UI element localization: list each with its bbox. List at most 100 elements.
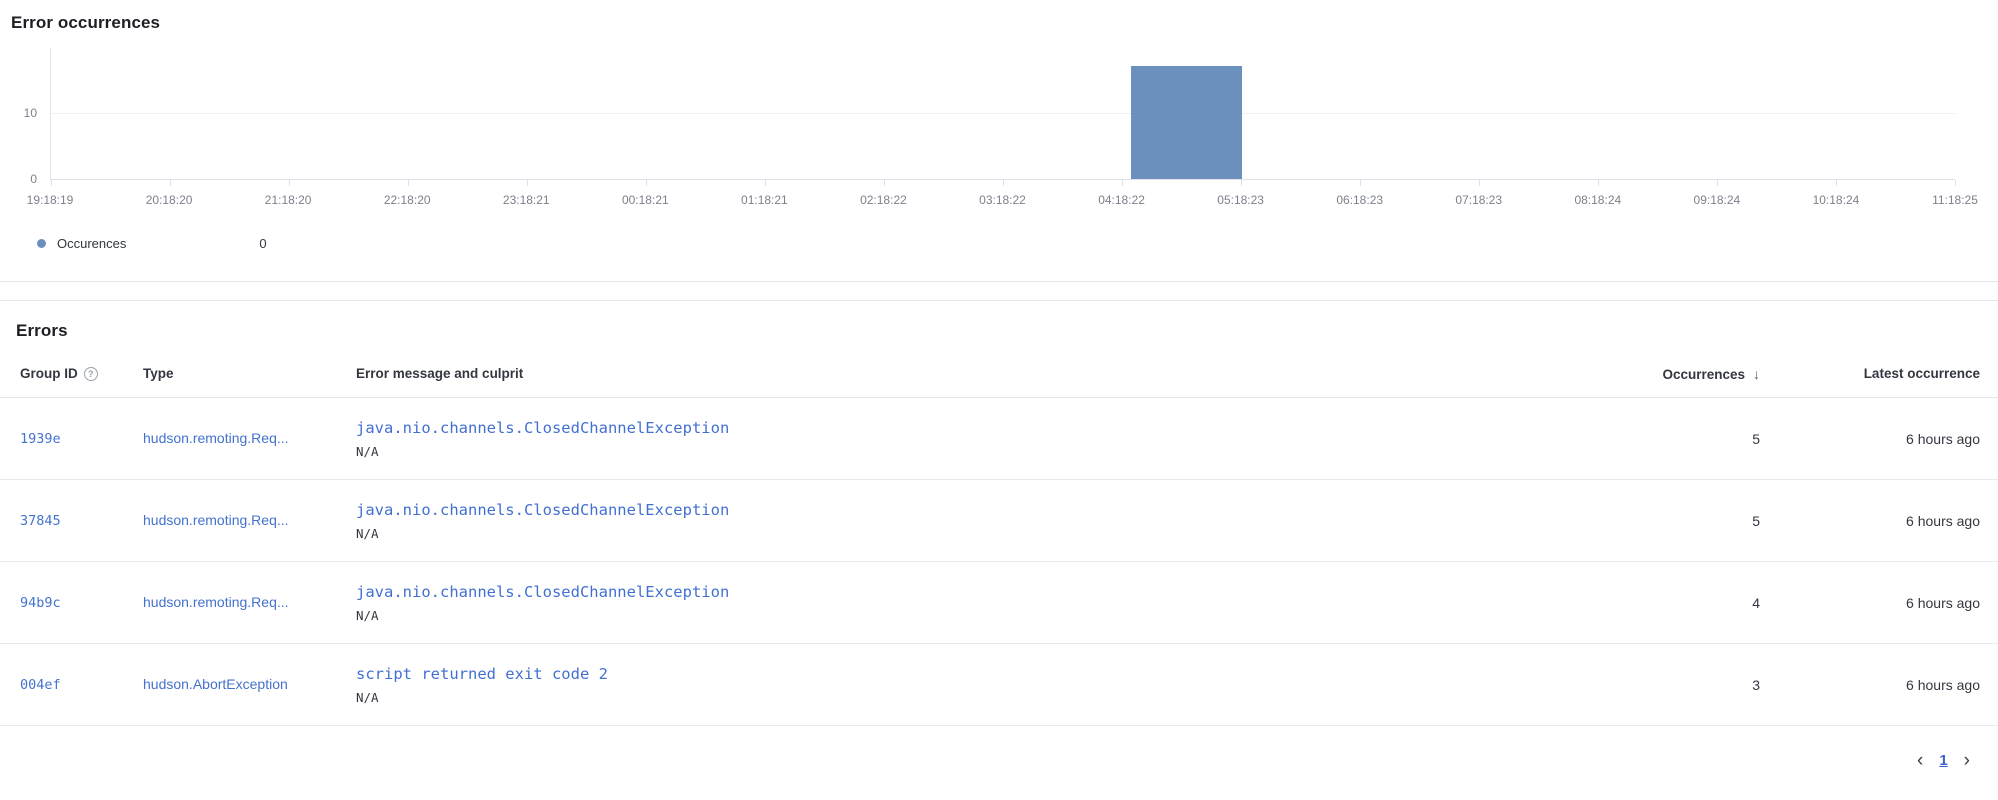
errors-table-header: Group ID? Type Error message and culprit… xyxy=(0,350,1998,398)
legend-series-value: 0 xyxy=(259,236,267,251)
errors-table-body: 1939e hudson.remoting.Req... java.nio.chan… xyxy=(0,398,1998,726)
errors-table: Group ID? Type Error message and culprit… xyxy=(0,350,1998,726)
occurrences-value: 3 xyxy=(1752,676,1760,693)
x-axis-tick-mark xyxy=(170,180,171,186)
x-axis-label: 06:18:23 xyxy=(1336,193,1384,207)
x-axis-tick-mark xyxy=(646,180,647,186)
gridline-10 xyxy=(51,112,1955,114)
x-axis-labels: 19:18:19 20:18:20 21:18:20 22:18:20 23:18:21… xyxy=(27,193,1978,211)
next-page-icon[interactable]: › xyxy=(1963,749,1970,771)
x-axis-tick-mark xyxy=(1479,180,1480,186)
x-axis-tick-mark xyxy=(1360,180,1361,186)
x-axis-tick-mark xyxy=(765,180,766,186)
occurrences-bar[interactable] xyxy=(1131,65,1242,179)
error-group-id-link[interactable]: 004ef xyxy=(20,676,61,693)
x-axis-label: 23:18:21 xyxy=(502,193,550,207)
column-header-group-id[interactable]: Group ID? xyxy=(20,366,143,381)
x-axis-label: 09:18:24 xyxy=(1693,193,1741,207)
x-axis-tick-mark xyxy=(1598,180,1599,186)
x-axis-label: 00:18:21 xyxy=(621,193,669,207)
x-axis-label: 08:18:24 xyxy=(1574,193,1622,207)
x-axis-tick-mark xyxy=(1241,180,1242,186)
x-axis-label: 10:18:24 xyxy=(1812,193,1860,207)
error-table-row: 1939e hudson.remoting.Req... java.nio.chan… xyxy=(0,398,1998,480)
chart-title: Error occurrences xyxy=(11,13,161,32)
x-axis-label: 04:18:22 xyxy=(1098,193,1145,207)
chart-legend[interactable]: Occurences 0 xyxy=(37,236,1998,251)
x-axis-tick-mark xyxy=(527,180,528,186)
occurrences-bar-chart: 0 10 19:18:19 20:18:20 21:18:20 22:18:20 23:1… xyxy=(24,48,1978,211)
type-header-label: Type xyxy=(143,366,174,381)
column-header-type[interactable]: Type xyxy=(143,366,356,381)
latest-occurrence-header-label: Latest occurrence xyxy=(1863,366,1980,381)
error-table-row: 004ef hudson.AbortException script returne… xyxy=(0,644,1998,726)
latest-occurrence-value: 6 hours ago xyxy=(1906,676,1980,693)
error-message-link[interactable]: java.nio.channels.ClosedChannelException xyxy=(356,418,730,437)
x-axis-label: 22:18:20 xyxy=(383,193,431,207)
error-table-row: 94b9c hudson.remoting.Req... java.nio.chan… xyxy=(0,562,1998,644)
x-axis-tick-mark xyxy=(1122,180,1123,186)
error-message-link[interactable]: script returned exit code 2 xyxy=(356,664,608,683)
legend-series-label: Occurences xyxy=(57,236,127,251)
x-axis-tick-mark xyxy=(884,180,885,186)
x-axis-label: 07:18:23 xyxy=(1455,193,1503,207)
error-type-link[interactable]: hudson.remoting.Req... xyxy=(143,429,289,446)
sort-desc-icon: ↓ xyxy=(1753,365,1760,382)
divider-line-bottom xyxy=(0,300,1998,301)
error-group-id-link[interactable]: 94b9c xyxy=(20,594,61,611)
column-header-occurrences[interactable]: Occurrences ↓ xyxy=(1560,366,1760,382)
error-message-link[interactable]: java.nio.channels.ClosedChannelException xyxy=(356,500,730,519)
column-header-latest-occurrence[interactable]: Latest occurrence xyxy=(1760,366,1980,381)
pagination: ‹ 1 › xyxy=(0,746,1972,774)
x-axis-tick-mark xyxy=(408,180,409,186)
section-divider xyxy=(0,281,1998,301)
error-message-link[interactable]: java.nio.channels.ClosedChannelException xyxy=(356,582,730,601)
error-message-header-label: Error message and culprit xyxy=(356,366,524,381)
error-group-id-link[interactable]: 1939e xyxy=(20,430,61,447)
error-culprit: N/A xyxy=(356,525,379,541)
error-type-link[interactable]: hudson.remoting.Req... xyxy=(143,511,289,528)
latest-occurrence-value: 6 hours ago xyxy=(1906,512,1980,529)
error-culprit: N/A xyxy=(356,607,379,623)
info-icon[interactable]: ? xyxy=(83,367,98,381)
x-axis-tick-mark xyxy=(1003,180,1004,186)
x-axis-tick-mark xyxy=(1955,180,1956,186)
latest-occurrence-value: 6 hours ago xyxy=(1906,430,1980,447)
latest-occurrence-value: 6 hours ago xyxy=(1906,594,1980,611)
page-1-link[interactable]: 1 xyxy=(1939,751,1948,769)
errors-title: Errors xyxy=(16,321,68,340)
legend-series-dot xyxy=(37,239,46,248)
occurrences-value: 5 xyxy=(1752,512,1760,529)
error-culprit: N/A xyxy=(356,443,379,459)
y-axis-label-0: 0 xyxy=(30,172,37,186)
column-header-error-message[interactable]: Error message and culprit xyxy=(356,366,1560,381)
group-id-header-label: Group ID xyxy=(20,366,78,381)
occurrences-value: 4 xyxy=(1752,594,1760,611)
error-type-link[interactable]: hudson.remoting.Req... xyxy=(143,593,289,610)
y-axis-label-10: 10 xyxy=(23,105,37,120)
error-table-row: 37845 hudson.remoting.Req... java.nio.chan… xyxy=(0,480,1998,562)
previous-page-icon[interactable]: ‹ xyxy=(1917,749,1924,771)
occurrences-value: 5 xyxy=(1752,430,1760,447)
error-group-id-link[interactable]: 37845 xyxy=(20,512,61,529)
x-axis-label: 21:18:20 xyxy=(264,193,312,207)
x-axis-label: 19:18:19 xyxy=(26,193,74,207)
x-axis-tick-mark xyxy=(1717,180,1718,186)
error-occurrences-panel: Error occurrences 0 10 19:18:19 20:18:20 21… xyxy=(0,0,1998,251)
error-type-link[interactable]: hudson.AbortException xyxy=(143,675,288,692)
x-axis-label: 11:18:25 xyxy=(1932,193,1978,207)
divider-line-top xyxy=(0,281,1998,282)
x-axis-label: 05:18:23 xyxy=(1217,193,1264,207)
x-axis-tick-mark xyxy=(51,180,52,186)
x-axis-label: 20:18:20 xyxy=(145,193,193,207)
x-axis-tick-mark xyxy=(289,180,290,186)
x-axis-label: 02:18:22 xyxy=(860,193,907,207)
error-culprit: N/A xyxy=(356,689,379,705)
occurrences-header-label: Occurrences xyxy=(1662,366,1745,382)
chart-plot-area[interactable]: 0 10 xyxy=(24,48,1956,186)
errors-panel: Errors Group ID? Type Error message and … xyxy=(0,301,1998,774)
x-axis-label: 01:18:21 xyxy=(741,193,788,207)
x-axis-label: 03:18:22 xyxy=(979,193,1026,207)
x-axis-tick-mark xyxy=(1836,180,1837,186)
